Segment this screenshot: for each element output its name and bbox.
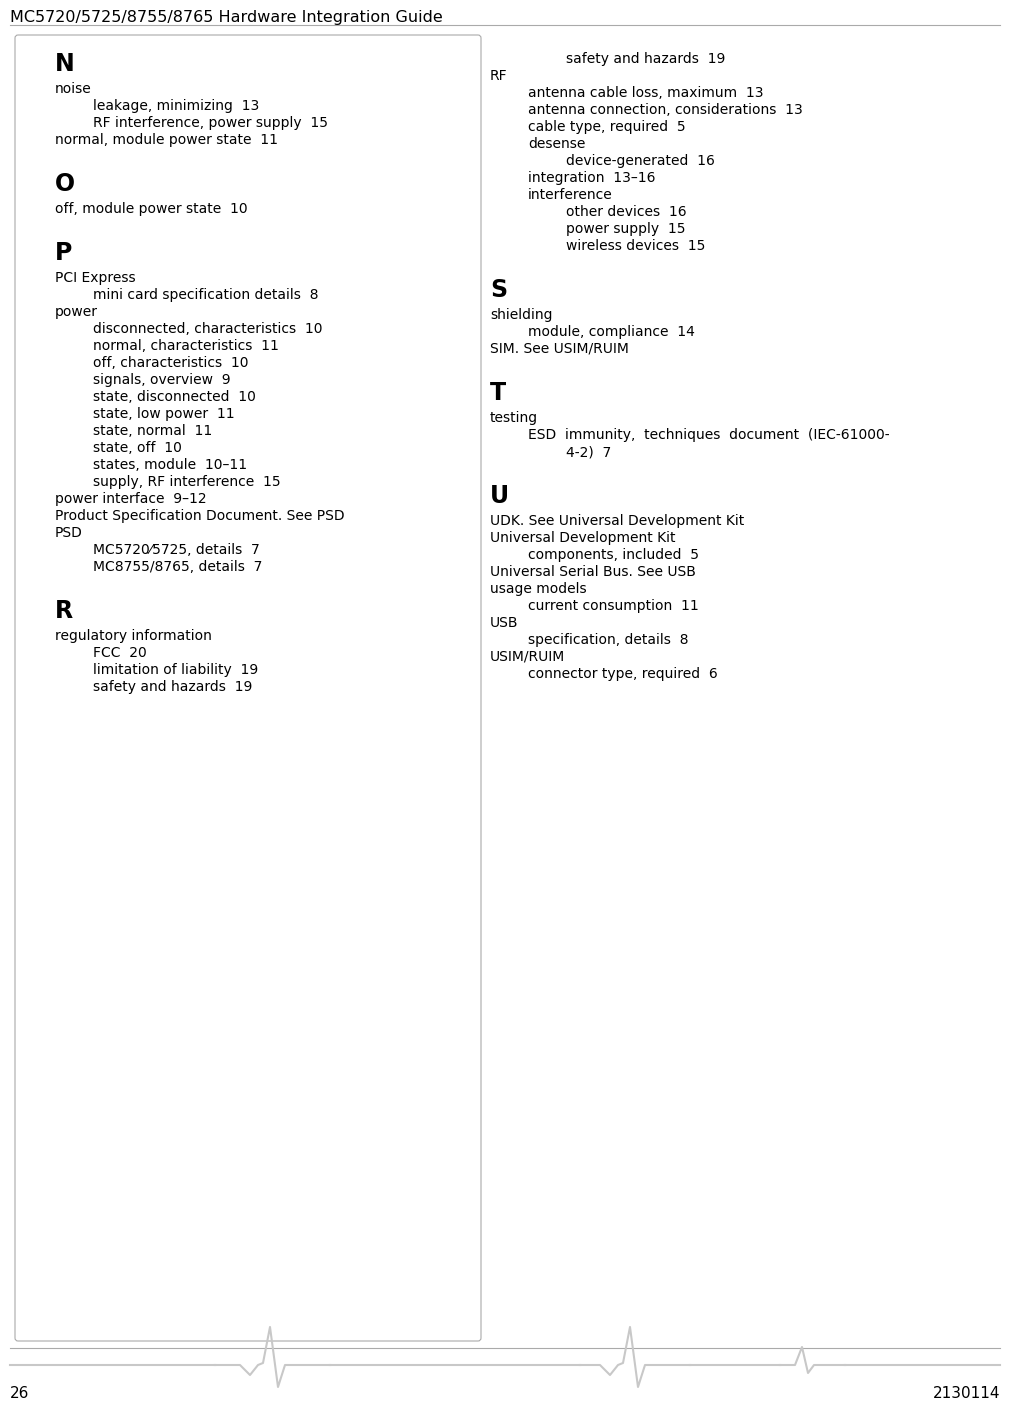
Text: MC8755/8765, details  7: MC8755/8765, details 7 — [93, 561, 263, 573]
Text: UDK. See Universal Development Kit: UDK. See Universal Development Kit — [490, 514, 744, 528]
Text: disconnected, characteristics  10: disconnected, characteristics 10 — [93, 322, 322, 336]
Text: other devices  16: other devices 16 — [566, 205, 687, 219]
Text: interference: interference — [528, 188, 613, 202]
Text: power interface  9–12: power interface 9–12 — [55, 492, 207, 507]
Text: connector type, required  6: connector type, required 6 — [528, 667, 718, 682]
Text: device-generated  16: device-generated 16 — [566, 154, 715, 168]
Text: P: P — [55, 240, 73, 265]
Text: state, low power  11: state, low power 11 — [93, 407, 234, 421]
Text: RF: RF — [490, 68, 508, 83]
Text: 2130114: 2130114 — [932, 1386, 1000, 1402]
Text: state, disconnected  10: state, disconnected 10 — [93, 390, 256, 404]
Text: FCC  20: FCC 20 — [93, 646, 146, 660]
Text: safety and hazards  19: safety and hazards 19 — [566, 53, 725, 65]
Text: antenna cable loss, maximum  13: antenna cable loss, maximum 13 — [528, 85, 764, 100]
Text: Product Specification Document. See PSD: Product Specification Document. See PSD — [55, 509, 344, 524]
Text: noise: noise — [55, 83, 92, 95]
Text: wireless devices  15: wireless devices 15 — [566, 239, 705, 253]
Text: antenna connection, considerations  13: antenna connection, considerations 13 — [528, 102, 803, 117]
Text: specification, details  8: specification, details 8 — [528, 633, 689, 647]
Text: PCI Express: PCI Express — [55, 270, 135, 285]
Text: RF interference, power supply  15: RF interference, power supply 15 — [93, 117, 328, 129]
Text: normal, module power state  11: normal, module power state 11 — [55, 132, 278, 147]
Text: signals, overview  9: signals, overview 9 — [93, 373, 230, 387]
Text: R: R — [55, 599, 73, 623]
Text: testing: testing — [490, 411, 538, 425]
Text: normal, characteristics  11: normal, characteristics 11 — [93, 339, 279, 353]
Text: Universal Serial Bus. See USB: Universal Serial Bus. See USB — [490, 565, 696, 579]
Text: ESD  immunity,  techniques  document  (IEC-61000-: ESD immunity, techniques document (IEC-6… — [528, 428, 890, 443]
Text: power: power — [55, 305, 98, 319]
Text: off, characteristics  10: off, characteristics 10 — [93, 356, 248, 370]
Text: PSD: PSD — [55, 527, 83, 539]
Text: module, compliance  14: module, compliance 14 — [528, 324, 695, 339]
Text: current consumption  11: current consumption 11 — [528, 599, 699, 613]
Text: state, off  10: state, off 10 — [93, 441, 182, 455]
Text: S: S — [490, 277, 507, 302]
Text: states, module  10–11: states, module 10–11 — [93, 458, 247, 472]
Text: 26: 26 — [10, 1386, 29, 1402]
Text: Universal Development Kit: Universal Development Kit — [490, 531, 676, 545]
Text: O: O — [55, 172, 75, 196]
Text: SIM. See USIM/RUIM: SIM. See USIM/RUIM — [490, 342, 629, 356]
Text: T: T — [490, 381, 506, 406]
Text: N: N — [55, 53, 75, 75]
Text: limitation of liability  19: limitation of liability 19 — [93, 663, 259, 677]
Text: 4-2)  7: 4-2) 7 — [566, 445, 611, 460]
Text: components, included  5: components, included 5 — [528, 548, 699, 562]
Text: MC5720/5725/8755/8765 Hardware Integration Guide: MC5720/5725/8755/8765 Hardware Integrati… — [10, 10, 442, 26]
Text: safety and hazards  19: safety and hazards 19 — [93, 680, 252, 694]
Text: U: U — [490, 484, 509, 508]
Text: USIM/RUIM: USIM/RUIM — [490, 650, 566, 665]
Text: state, normal  11: state, normal 11 — [93, 424, 212, 438]
Text: shielding: shielding — [490, 307, 552, 322]
Text: MC5720⁄5725, details  7: MC5720⁄5725, details 7 — [93, 544, 260, 556]
Text: USB: USB — [490, 616, 518, 630]
Text: leakage, minimizing  13: leakage, minimizing 13 — [93, 100, 260, 112]
Text: desense: desense — [528, 137, 586, 151]
Text: regulatory information: regulatory information — [55, 629, 212, 643]
Text: mini card specification details  8: mini card specification details 8 — [93, 287, 318, 302]
Text: usage models: usage models — [490, 582, 587, 596]
Text: cable type, required  5: cable type, required 5 — [528, 120, 686, 134]
Text: supply, RF interference  15: supply, RF interference 15 — [93, 475, 281, 490]
Text: off, module power state  10: off, module power state 10 — [55, 202, 247, 216]
Text: power supply  15: power supply 15 — [566, 222, 686, 236]
Text: integration  13–16: integration 13–16 — [528, 171, 655, 185]
